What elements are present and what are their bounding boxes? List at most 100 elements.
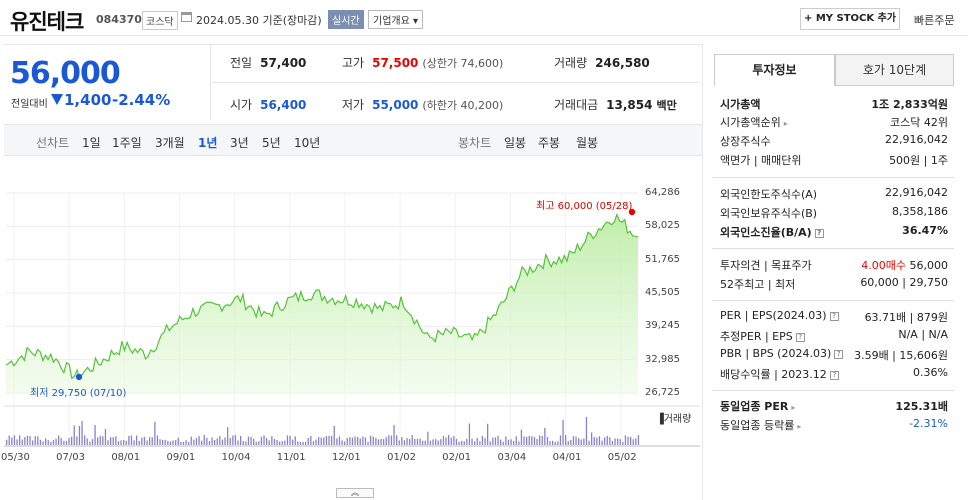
invest-info-value: 60,000 | 29,750 [860, 276, 948, 289]
invest-info-row: 시가총액순위 ▸ 코스닥 42위 [720, 114, 948, 132]
add-mystock-button[interactable]: + MY STOCK 추가 [800, 8, 900, 30]
quote-value: 57,400 [260, 56, 307, 70]
volume-bar [16, 439, 18, 445]
tab-order-book[interactable]: 호가 10단계 [835, 54, 954, 86]
amount-unit: 백만 [656, 99, 677, 112]
volume-bar [193, 439, 195, 445]
volume-bar [221, 439, 224, 445]
volume-bar [624, 435, 627, 445]
volume-bar [29, 436, 31, 445]
invest-info-value: 63.71배 | 879원 [864, 311, 948, 324]
volume-bar [138, 441, 140, 445]
help-icon[interactable]: ? [814, 229, 824, 238]
realtime-button[interactable]: 실시간 [328, 10, 364, 29]
volume-bar [156, 435, 159, 445]
volume-bar [198, 436, 200, 445]
volume-bar [494, 437, 497, 445]
help-icon[interactable]: ? [795, 333, 805, 342]
volume-bar [34, 436, 36, 445]
company-overview-dropdown[interactable]: 기업개요 ▾ [368, 10, 423, 29]
low-annotation: 최저 29,750 (07/10) [30, 388, 127, 399]
tab-daily[interactable]: 일봉 [504, 136, 527, 150]
volume-bar [19, 435, 21, 445]
volume-bar [310, 436, 312, 445]
quote-label: 거래량 [554, 56, 588, 70]
volume-bar [372, 436, 374, 445]
x-tick-label: 04/01 [552, 452, 582, 463]
volume-bar [81, 421, 83, 445]
tab-1w[interactable]: 1주일 [112, 136, 142, 150]
help-icon[interactable]: ? [829, 312, 839, 321]
volume-bar [190, 436, 192, 445]
volume-bar [229, 438, 231, 445]
volume-bar [554, 442, 556, 445]
volume-bar [520, 429, 523, 445]
arrow-right-icon[interactable]: ▸ [791, 403, 796, 412]
volume-bar [583, 438, 585, 445]
tab-invest-info[interactable]: 투자정보 [714, 54, 835, 86]
volume-bar [401, 437, 403, 445]
arrow-right-icon[interactable]: ▸ [783, 119, 788, 128]
volume-bar [432, 439, 434, 445]
volume-bar [357, 436, 359, 445]
invest-info-label: 외국인보유주식수(B) [720, 207, 818, 220]
divider [835, 85, 954, 86]
volume-bar [123, 440, 125, 445]
volume-legend: ▐거래량 [656, 414, 692, 425]
volume-bar [450, 437, 452, 445]
price-change: 1,400 [64, 91, 112, 109]
volume-bar [76, 436, 78, 445]
help-icon[interactable]: ? [829, 371, 839, 380]
collapse-toggle-button[interactable]: ︽ [336, 488, 374, 498]
volume-bar [177, 437, 179, 445]
tab-10y[interactable]: 10년 [294, 136, 321, 150]
tab-monthly[interactable]: 월봉 [576, 136, 599, 150]
volume-bar [32, 440, 34, 445]
invest-info-row: 시가총액 1조 2,833억원 [720, 96, 948, 114]
divider [712, 248, 954, 249]
invest-info-value: 1조 2,833억원 [871, 98, 948, 111]
divider [712, 390, 954, 391]
volume-bar [635, 438, 637, 445]
volume-bar [351, 437, 354, 445]
tab-5y[interactable]: 5년 [262, 136, 281, 150]
quote-value: 246,580 [595, 56, 650, 70]
volume-bar [276, 440, 278, 445]
tab-3y[interactable]: 3년 [230, 136, 249, 150]
tab-weekly[interactable]: 주봉 [538, 136, 561, 150]
y-tick-label: 64,286 [645, 187, 680, 198]
volume-bar [258, 441, 260, 445]
invest-info-row: 상장주식수 22,916,042 [720, 133, 948, 151]
tab-1d[interactable]: 1일 [82, 136, 101, 150]
invest-info-row: 추정PER | EPS? N/A | N/A [720, 328, 948, 346]
quote-amount: 거래대금 13,854 백만 [554, 96, 677, 113]
price-line [5, 212, 639, 381]
divider [702, 44, 703, 500]
tab-1y[interactable]: 1년 [198, 136, 218, 150]
arrow-right-icon[interactable]: ▸ [797, 422, 802, 431]
volume-bar [567, 441, 569, 445]
volume-bar [52, 439, 55, 445]
volume-bar [440, 439, 442, 445]
high-marker [628, 208, 636, 216]
invest-info-label: 외국인소진율(B/A)? [720, 224, 824, 240]
help-icon[interactable]: ? [834, 350, 844, 359]
quick-order-button[interactable]: 빠른주문 [914, 14, 955, 27]
volume-bar [208, 441, 211, 445]
volume-bar [268, 440, 270, 445]
volume-bar [377, 439, 380, 445]
volume-bar [510, 439, 512, 445]
volume-bar [409, 439, 411, 445]
tab-3m[interactable]: 3개월 [155, 136, 185, 150]
invest-info-label: 배당수익률 | 2023.12? [720, 366, 839, 382]
volume-bar [333, 425, 335, 445]
volume-bar [609, 437, 611, 445]
volume-bar [539, 435, 541, 445]
volume-bar [302, 442, 304, 445]
volume-bar [461, 440, 463, 445]
volume-bar [247, 436, 250, 445]
low-marker [75, 373, 83, 381]
quote-value: 13,854 [606, 98, 653, 112]
volume-bar [214, 440, 216, 445]
volume-bar [497, 435, 499, 445]
